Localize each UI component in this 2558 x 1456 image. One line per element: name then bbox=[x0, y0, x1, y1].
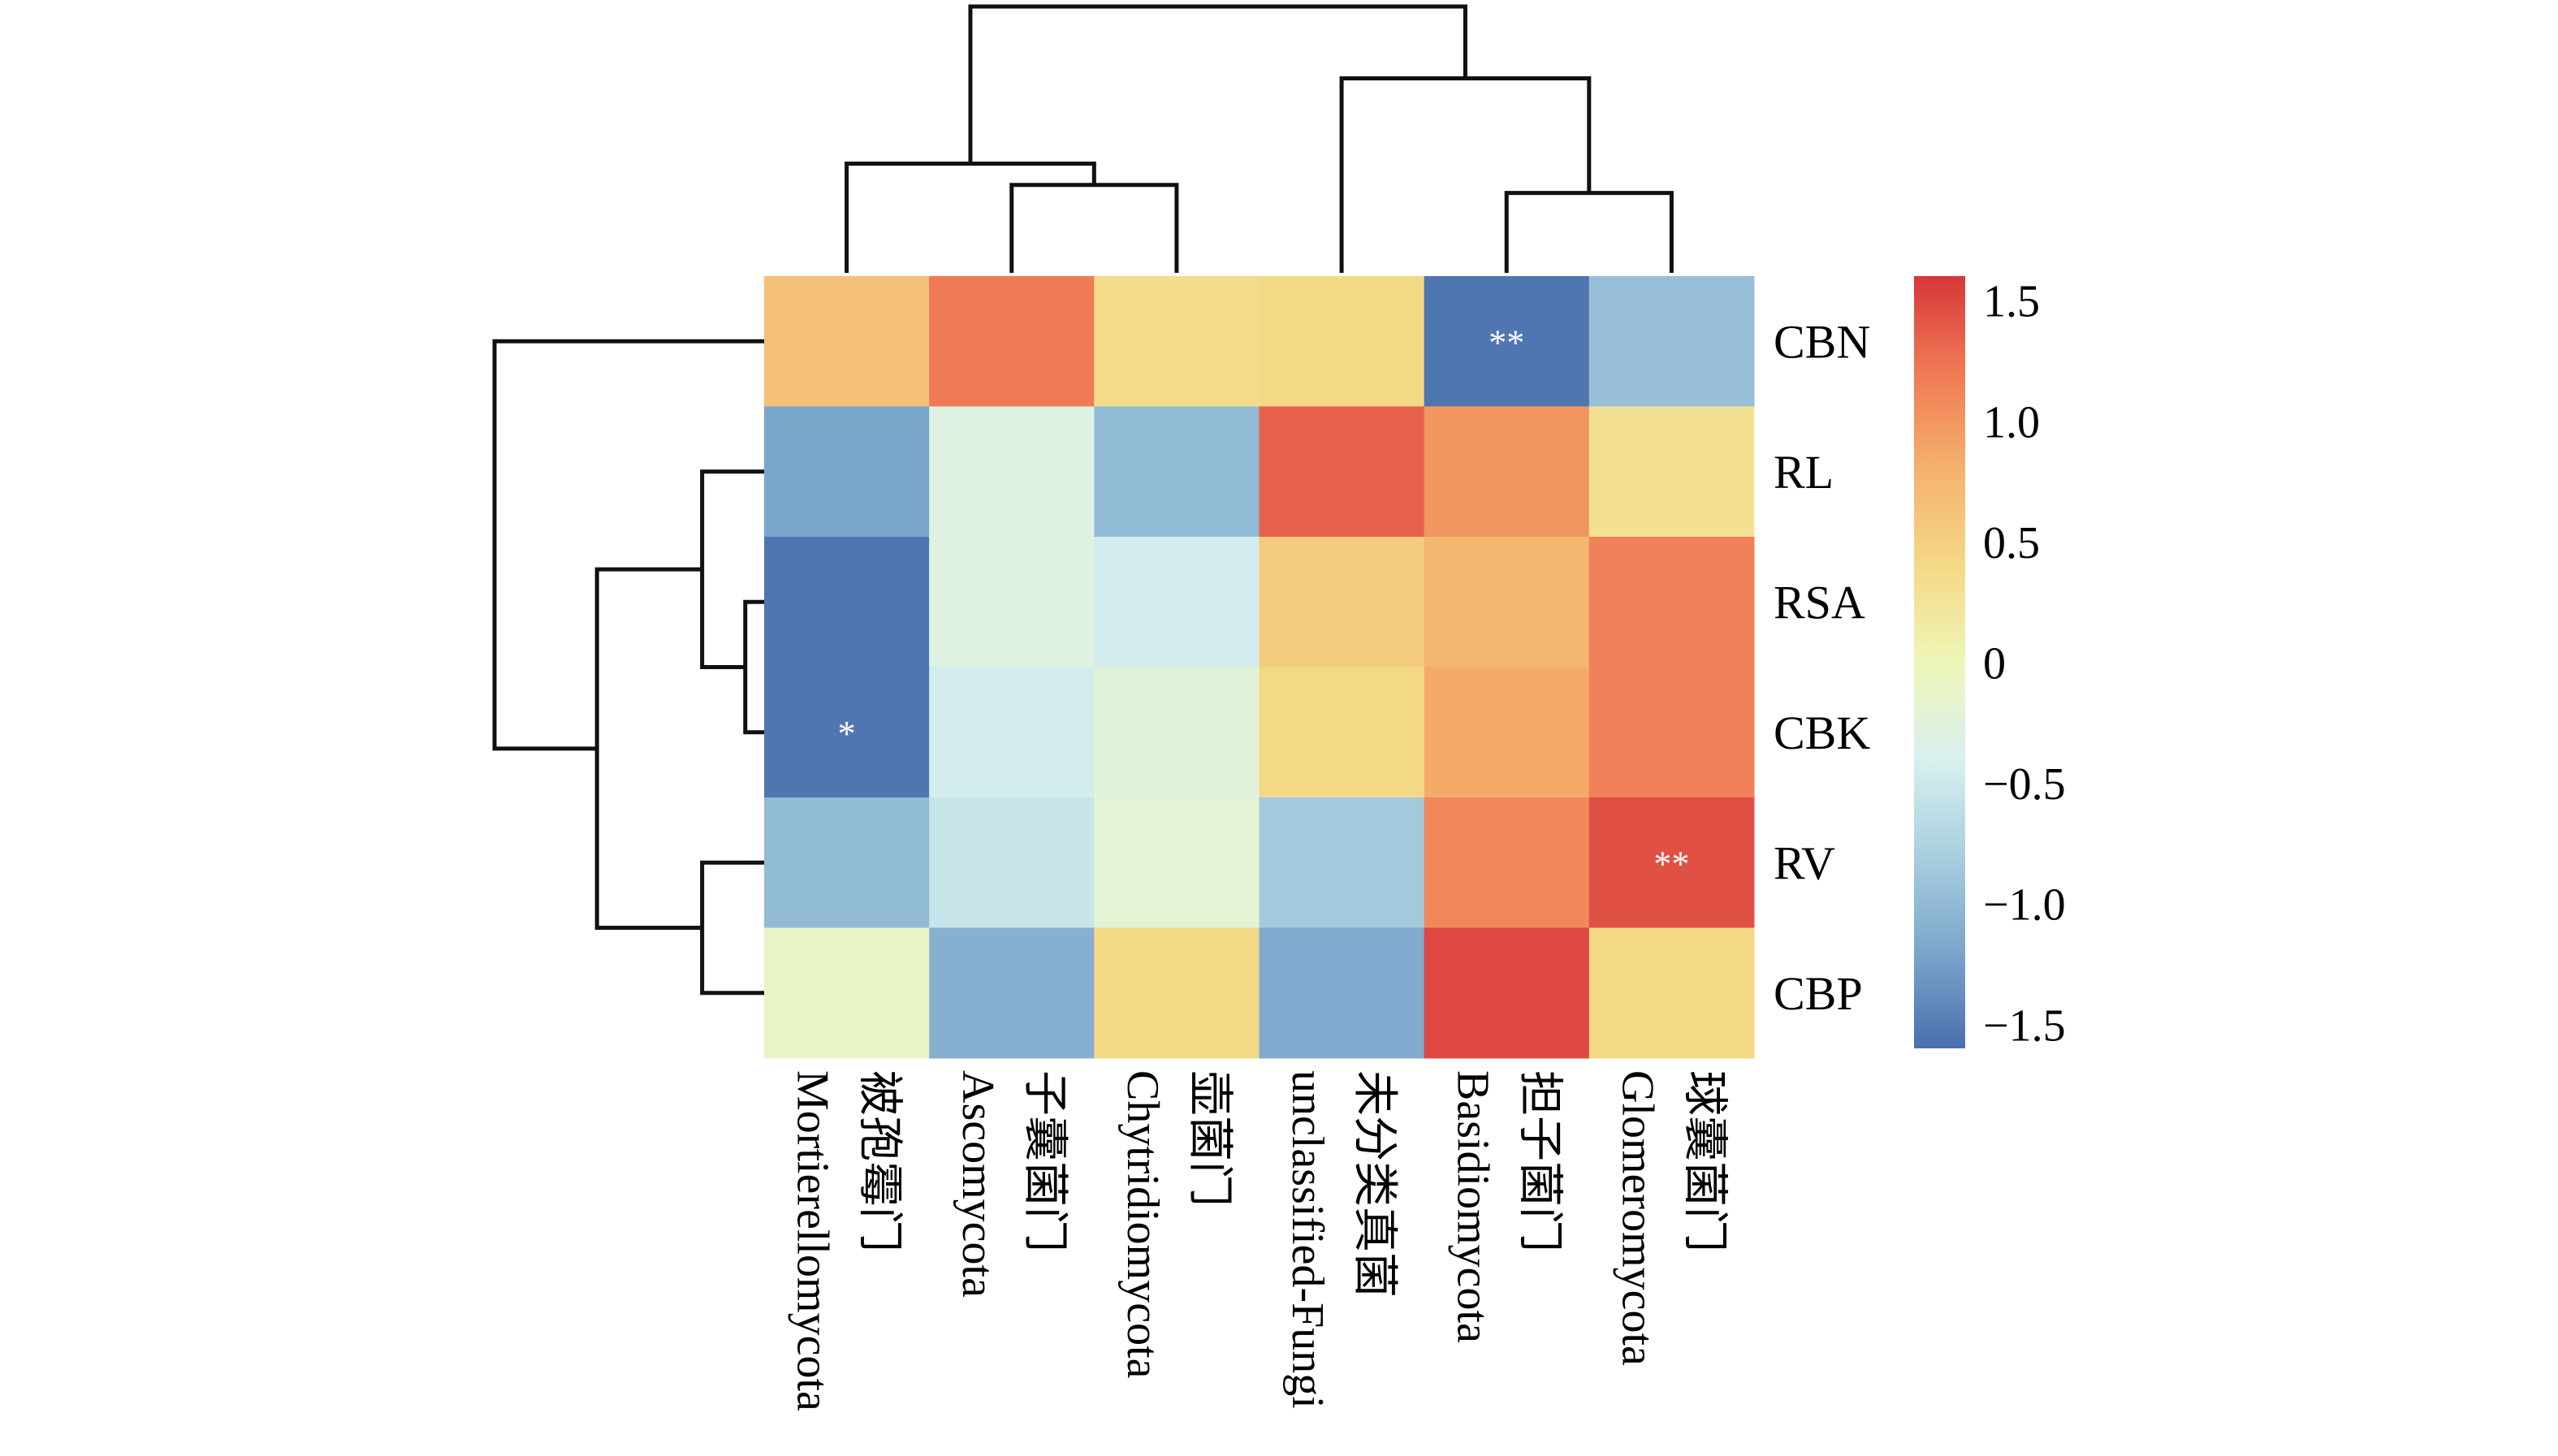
heatmap-cell-CBK-Glomeromycota bbox=[1588, 667, 1755, 798]
colorbar-tick-label: 0.5 bbox=[1983, 518, 2040, 568]
heatmap-cell-RSA-Basidiomycota bbox=[1424, 537, 1590, 668]
colorbar-tick-label: −1.5 bbox=[1983, 1000, 2066, 1051]
column-dendrogram bbox=[845, 4, 1674, 273]
dendrogram-branch bbox=[743, 599, 764, 735]
significance-marker: ** bbox=[1653, 844, 1689, 884]
significance-marker: * bbox=[838, 714, 856, 754]
dendrogram-branch bbox=[700, 469, 764, 669]
heatmap-cell-RV-Chytridiomycota bbox=[1094, 797, 1260, 928]
heatmap-cell-RV-unclassified-Fungi bbox=[1259, 797, 1425, 928]
dendrogram-branch bbox=[1009, 183, 1179, 273]
heatmap-cell-CBK-Chytridiomycota bbox=[1094, 667, 1260, 798]
heatmap-cell-CBN-Chytridiomycota bbox=[1094, 276, 1260, 407]
heatmap-cell-CBN-Ascomycota bbox=[929, 276, 1095, 407]
heatmap-cell-RSA-Chytridiomycota bbox=[1094, 537, 1260, 668]
heatmap-cell-CBP-unclassified-Fungi bbox=[1259, 927, 1425, 1059]
heatmap-cell-CBK-Basidiomycota bbox=[1424, 667, 1590, 798]
colorbar-gradient bbox=[1914, 276, 1965, 1048]
colorbar-tick-label: 1.5 bbox=[1983, 277, 2040, 327]
column-label-zh: 被孢霉门 bbox=[854, 1070, 905, 1252]
dendrogram-branch bbox=[700, 860, 764, 996]
dendrogram-branch bbox=[492, 339, 764, 751]
column-label-en: Mortierellomycota bbox=[788, 1070, 838, 1411]
heatmap-cell-RSA-Ascomycota bbox=[929, 537, 1095, 668]
row-labels: CBN RL RSA CBK RV CBP bbox=[1774, 315, 1870, 1020]
dendrogram-branch bbox=[1339, 76, 1592, 273]
heatmap-cell-RV-Mortierellomycota bbox=[764, 797, 930, 928]
heatmap-cell-CBP-Basidiomycota bbox=[1424, 927, 1590, 1059]
dendrogram-branch bbox=[594, 567, 702, 930]
heatmap-cell-CBN-Glomeromycota bbox=[1588, 276, 1755, 407]
significance-marker: ** bbox=[1489, 322, 1524, 362]
colorbar-tick-label: 0 bbox=[1983, 639, 2006, 689]
column-label-en: Basidiomycota bbox=[1447, 1070, 1497, 1343]
heatmap-cell-RV-Basidiomycota bbox=[1424, 797, 1590, 928]
colorbar-tick-label: −0.5 bbox=[1983, 759, 2066, 810]
heatmap-cell-RL-Basidiomycota bbox=[1424, 406, 1590, 538]
heatmap-cell-RL-Chytridiomycota bbox=[1094, 406, 1260, 538]
colorbar-tick-labels: 1.5 1.0 0.5 0 −0.5 −1.0 −1.5 bbox=[1983, 277, 2066, 1052]
heatmap-cell-RL-Ascomycota bbox=[929, 406, 1095, 538]
dendrogram-branch bbox=[1504, 191, 1674, 273]
column-label-zh: 壶菌门 bbox=[1184, 1070, 1234, 1207]
column-label-zh: 球囊菌门 bbox=[1679, 1070, 1729, 1252]
heatmap-cell-RSA-unclassified-Fungi bbox=[1259, 537, 1425, 668]
row-label: CBN bbox=[1774, 315, 1870, 368]
column-label-en: unclassified-Fungi bbox=[1282, 1070, 1333, 1409]
row-label: CBK bbox=[1774, 706, 1870, 759]
column-label-en: Ascomycota bbox=[953, 1070, 1003, 1298]
heatmap-cell-RL-unclassified-Fungi bbox=[1259, 406, 1425, 538]
heatmap-cell-CBP-Mortierellomycota bbox=[764, 927, 930, 1059]
heatmap-cell-CBN-Mortierellomycota bbox=[764, 276, 930, 407]
heatmap-cell-RL-Mortierellomycota bbox=[764, 406, 930, 538]
row-dendrogram bbox=[492, 339, 764, 996]
heatmap-cell-CBK-unclassified-Fungi bbox=[1259, 667, 1425, 798]
heatmap-cell-RL-Glomeromycota bbox=[1588, 406, 1755, 538]
heatmap-cell-RV-Ascomycota bbox=[929, 797, 1095, 928]
row-label: CBP bbox=[1774, 967, 1863, 1020]
colorbar-tick-label: −1.0 bbox=[1983, 880, 2066, 931]
heatmap-cell-RV-Glomeromycota bbox=[1588, 797, 1755, 928]
colorbar: 1.5 1.0 0.5 0 −0.5 −1.0 −1.5 bbox=[1914, 276, 2066, 1051]
column-label-zh: 担子菌门 bbox=[1514, 1070, 1564, 1252]
column-label-zh: 未分类真菌 bbox=[1349, 1070, 1399, 1298]
row-label: RL bbox=[1774, 446, 1834, 499]
heatmap-cell-CBK-Ascomycota bbox=[929, 667, 1095, 798]
column-labels: 被孢霉门 Mortierellomycota 子囊菌门 Ascomycota 壶菌门 Ch… bbox=[788, 1070, 1730, 1411]
significance-markers: ***** bbox=[838, 322, 1690, 884]
column-label-en: Glomeromycota bbox=[1612, 1070, 1662, 1366]
heatmap-cell-CBN-unclassified-Fungi bbox=[1259, 276, 1425, 407]
heatmap-cell-CBP-Chytridiomycota bbox=[1094, 927, 1260, 1059]
column-label-zh: 子囊菌门 bbox=[1019, 1070, 1069, 1252]
heatmap-cell-RSA-Glomeromycota bbox=[1588, 537, 1755, 668]
heatmap-cell-CBN-Basidiomycota bbox=[1424, 276, 1590, 407]
heatmap-cell-CBP-Ascomycota bbox=[929, 927, 1095, 1059]
row-label: RV bbox=[1774, 836, 1835, 889]
colorbar-tick-label: 1.0 bbox=[1983, 397, 2040, 447]
heatmap-cell-RSA-Mortierellomycota bbox=[764, 537, 930, 668]
dendrogram-branch bbox=[845, 162, 1096, 273]
heatmap-cells bbox=[764, 276, 1755, 1059]
heatmap-cell-CBK-Mortierellomycota bbox=[764, 667, 930, 798]
column-label-en: Chytridiomycota bbox=[1117, 1070, 1168, 1379]
row-label: RSA bbox=[1774, 576, 1865, 629]
dendrogram-branch bbox=[968, 4, 1467, 164]
heatmap-cell-CBP-Glomeromycota bbox=[1588, 927, 1755, 1059]
